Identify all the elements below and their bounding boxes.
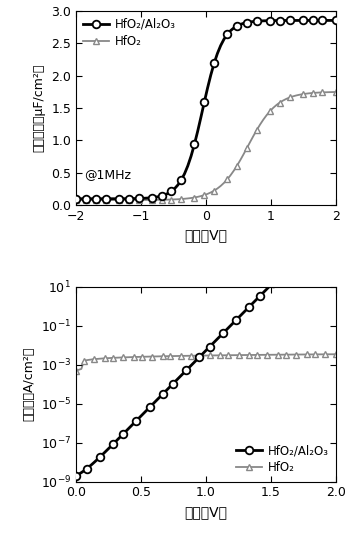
X-axis label: 电压（V）: 电压（V） xyxy=(184,228,227,243)
Legend: HfO₂/Al₂O₃, HfO₂: HfO₂/Al₂O₃, HfO₂ xyxy=(235,443,330,476)
Y-axis label: 电容密度（μF/cm²）: 电容密度（μF/cm²） xyxy=(33,64,46,152)
Y-axis label: 漏电流（A/cm²）: 漏电流（A/cm²） xyxy=(22,347,36,422)
Text: @1MHz: @1MHz xyxy=(84,168,131,181)
Legend: HfO₂/Al₂O₃, HfO₂: HfO₂/Al₂O₃, HfO₂ xyxy=(82,17,177,49)
X-axis label: 电压（V）: 电压（V） xyxy=(184,505,227,519)
